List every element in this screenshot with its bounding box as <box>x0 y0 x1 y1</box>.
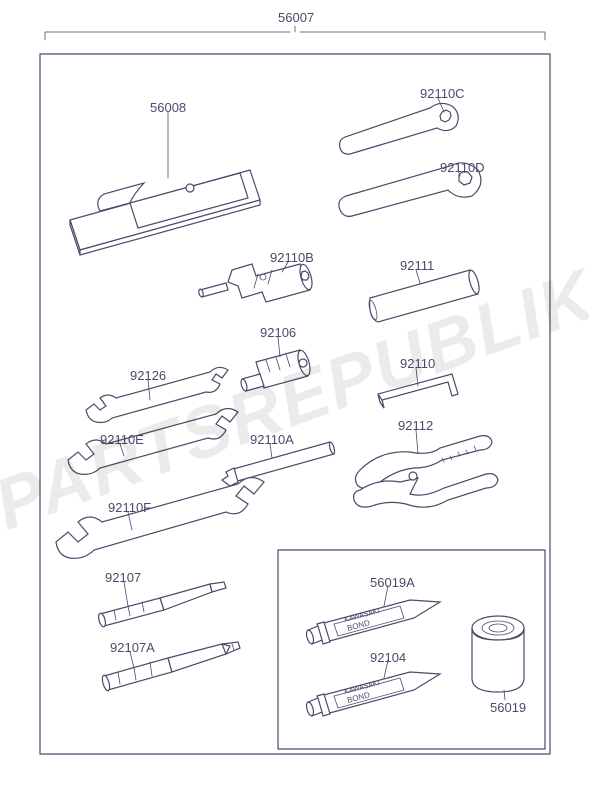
label-92104: 92104 <box>370 650 406 665</box>
part-92110B <box>198 262 314 302</box>
parts-diagram: KAWASAKI BOND KAWASAKI BOND <box>0 0 589 799</box>
part-92110C <box>340 98 459 154</box>
label-92107: 92107 <box>105 570 141 585</box>
label-92110B: 92110B <box>270 250 314 265</box>
part-92110F <box>56 477 264 558</box>
part-92107 <box>97 582 226 628</box>
label-56019A: 56019A <box>370 575 415 590</box>
part-92106 <box>240 337 312 391</box>
part-92110 <box>378 368 458 408</box>
label-92110D: 92110D <box>440 160 485 175</box>
label-92110F: 92110F <box>108 500 151 515</box>
label-92110C: 92110C <box>420 86 465 101</box>
part-56019 <box>472 616 524 700</box>
part-92104: KAWASAKI BOND <box>305 660 440 717</box>
label-92111: 92111 <box>400 258 434 273</box>
label-92107A: 92107A <box>110 640 155 655</box>
part-56019A: KAWASAKI BOND <box>305 586 440 645</box>
part-92111 <box>367 269 481 322</box>
label-56019: 56019 <box>490 700 526 715</box>
label-92110: 92110 <box>400 356 435 371</box>
label-92110A: 92110A <box>250 432 294 447</box>
label-92112: 92112 <box>398 418 433 433</box>
part-56008 <box>70 112 260 255</box>
label-92110E: 92110E <box>100 432 144 447</box>
label-56007: 56007 <box>278 10 314 25</box>
part-92112 <box>354 430 498 507</box>
part-92110A <box>222 442 336 486</box>
label-92126: 92126 <box>130 368 166 383</box>
label-56008: 56008 <box>150 100 186 115</box>
label-92106: 92106 <box>260 325 296 340</box>
